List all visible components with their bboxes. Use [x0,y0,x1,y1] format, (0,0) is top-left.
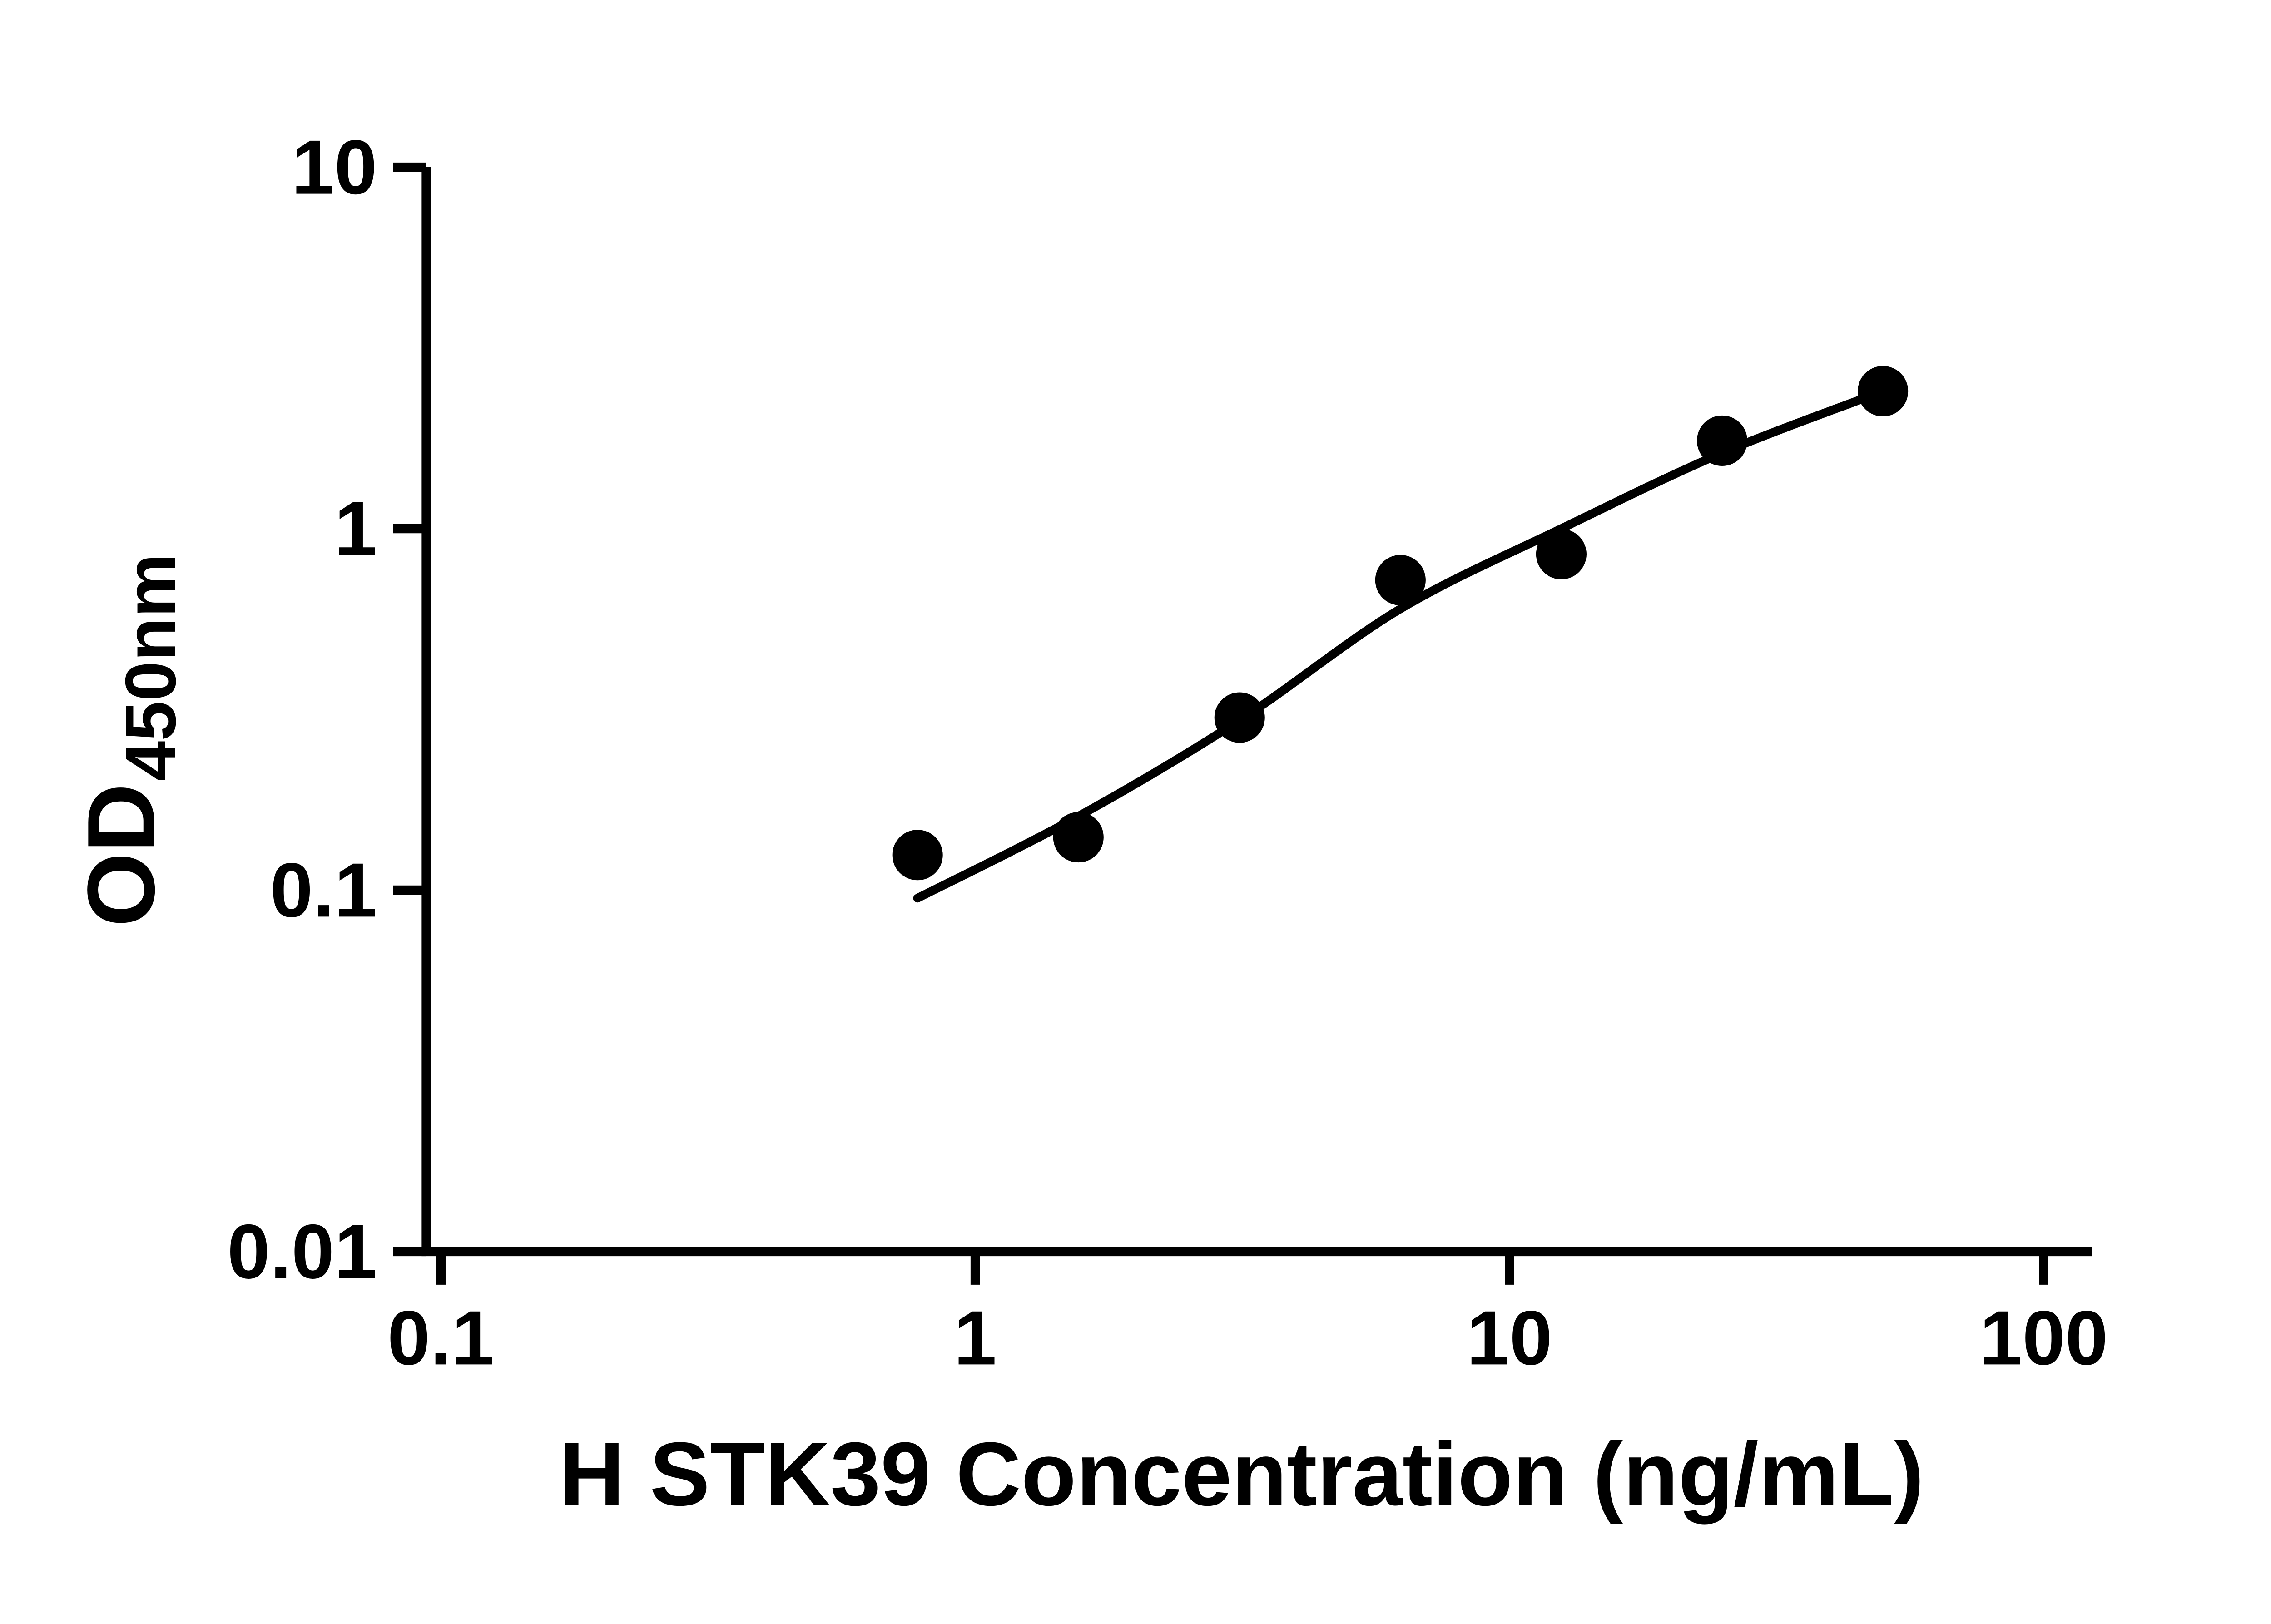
x-tick-label: 1 [954,1294,997,1381]
tick-marks [393,162,2048,1285]
x-tick-label: 100 [1979,1294,2108,1381]
data-points [892,366,1909,881]
y-axis-title-main: OD [67,783,174,927]
data-point [1858,366,1909,416]
y-axis-title-subscript: 450nm [111,554,191,781]
data-point [1536,529,1587,579]
x-tick-label: 0.1 [387,1294,495,1381]
x-tick-label: 10 [1467,1294,1552,1381]
y-axis-title: OD450nm [67,554,191,927]
data-point [892,830,943,881]
y-tick-label: 10 [292,124,377,210]
data-point [1053,812,1104,863]
data-point [1375,555,1426,606]
y-tick-label: 1 [334,485,377,572]
data-point [1214,692,1265,743]
x-axis-title: H STK39 Concentration (ng/mL) [560,1424,1924,1525]
data-point [1696,415,1748,466]
y-tick-label: 0.01 [227,1208,377,1294]
y-tick-label: 0.1 [270,847,377,933]
